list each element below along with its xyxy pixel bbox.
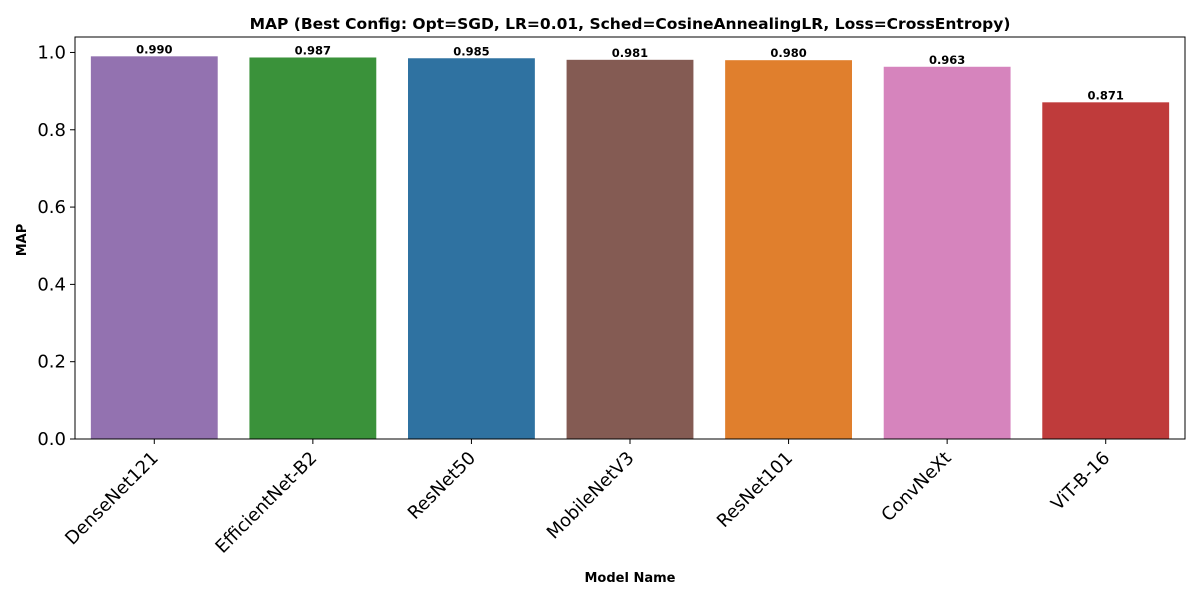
- bar-value-labels: 0.990 0.987 0.985 0.981 0.980 0.963 0.871: [136, 42, 1124, 102]
- y-tick-label: 0.6: [37, 197, 66, 218]
- y-tick-label: 0.8: [37, 120, 66, 141]
- x-tick-label: ResNet50: [404, 448, 480, 524]
- bars-group: [90, 56, 1170, 440]
- x-tick-label: ViT-B-16: [1047, 448, 1114, 515]
- x-tick-label: ResNet101: [713, 448, 797, 532]
- x-axis-label: Model Name: [585, 571, 676, 586]
- bar-value-label: 0.963: [929, 53, 965, 67]
- bar-value-label: 0.980: [770, 46, 806, 60]
- bar: [90, 56, 218, 439]
- y-tick-label: 1.0: [37, 42, 66, 63]
- y-tick-label: 0.4: [37, 274, 66, 295]
- bar: [883, 66, 1011, 439]
- x-tick-label: ConvNeXt: [877, 448, 955, 526]
- bar-value-label: 0.871: [1088, 88, 1124, 102]
- x-tick-label: EfficientNet-B2: [211, 448, 321, 558]
- bar: [725, 60, 852, 439]
- plot-frame: [74, 36, 1186, 440]
- bar-value-label: 0.981: [612, 46, 648, 60]
- y-tick-label: 0.2: [37, 352, 66, 373]
- bar-value-label: 0.987: [295, 43, 331, 57]
- bar-value-label: 0.985: [453, 44, 489, 58]
- bar-value-label: 0.990: [136, 42, 172, 56]
- x-axis-ticks: DenseNet121 EfficientNet-B2 ResNet50 Mobile…: [61, 439, 1114, 558]
- y-axis-ticks: 0.0 0.2 0.4 0.6 0.8 1.0: [37, 42, 75, 450]
- bar: [566, 59, 694, 439]
- bar: [249, 57, 377, 439]
- y-tick-label: 0.0: [37, 429, 66, 450]
- chart-title: MAP (Best Config: Opt=SGD, LR=0.01, Sche…: [250, 15, 1011, 33]
- y-axis-label: MAP: [15, 224, 30, 257]
- bar: [1042, 102, 1170, 439]
- x-tick-label: MobileNetV3: [543, 448, 639, 544]
- x-tick-label: DenseNet121: [61, 448, 163, 550]
- bar: [408, 58, 535, 440]
